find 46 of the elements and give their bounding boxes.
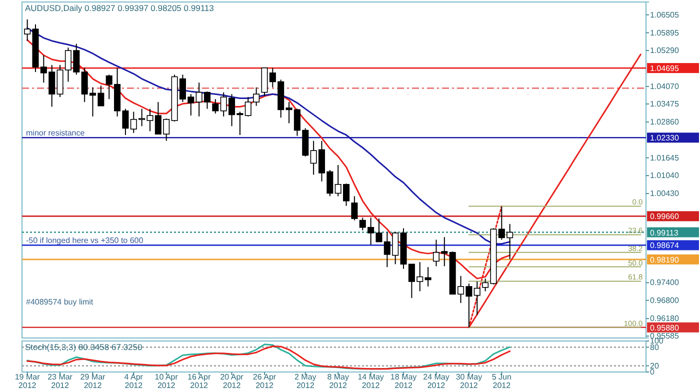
ref-line-label: 0.99113 — [650, 228, 679, 238]
x-tick-label: 23 Mar 2012 — [48, 372, 73, 390]
ref-line-label: 0.98190 — [650, 255, 680, 264]
y-tick-label: 0.96800 — [650, 296, 680, 305]
chart-title: AUDUSD,Daily 0.98927 0.99397 0.98205 0.99113 — [25, 3, 214, 13]
y-tick-label: 1.00430 — [650, 189, 680, 198]
y-tick-label: 1.05895 — [650, 28, 680, 38]
x-tick-label: 16 Apr 2012 — [187, 372, 211, 390]
x-tick-label: 2 May 2012 — [294, 372, 316, 390]
y-tick-label: 0.96180 — [650, 314, 680, 324]
y-tick-label: 1.04070 — [650, 82, 680, 91]
ref-line-label: 1.02330 — [650, 134, 680, 143]
candlestick — [212, 98, 219, 114]
candlestick — [351, 196, 358, 221]
x-tick-label: 24 May 2012 — [423, 372, 450, 390]
candlestick — [474, 281, 480, 316]
annotation: #4089574 buy limit — [26, 297, 94, 306]
y-tick-label: 1.01645 — [650, 153, 680, 162]
x-tick-label: 5 Jun 2012 — [492, 372, 512, 390]
y-tick-label: 1.03475 — [650, 100, 680, 109]
x-tick-label: 26 Apr 2012 — [252, 372, 276, 390]
x-tick-label: 8 May 2012 — [327, 372, 349, 390]
annotation: -50 if longed here vs +350 to 600 — [26, 236, 144, 246]
y-tick-label: 80 — [650, 342, 660, 352]
ref-line-label: 0.99660 — [650, 212, 680, 222]
annotation: minor resistance — [26, 128, 86, 138]
x-tick-label: 19 Mar 2012 — [14, 372, 40, 390]
x-tick-label: 20 Apr 2012 — [220, 372, 244, 390]
y-tick-label: 1.02860 — [650, 118, 680, 127]
x-tick-label: 29 Mar 2012 — [80, 372, 106, 390]
y-tick-label: 0.97400 — [650, 278, 680, 288]
y-tick-label: 20 — [650, 361, 660, 370]
y-tick-label: 1.06505 — [650, 10, 680, 20]
y-tick-label: 0 — [650, 368, 655, 377]
candlestick — [424, 266, 432, 288]
y-tick-label: 1.05290 — [650, 46, 680, 56]
chart-title: Stoch(15,3,3) 80.3458 67.3250 — [25, 342, 142, 352]
ref-line-label: 1.04695 — [650, 64, 680, 74]
x-tick-label: 14 May 2012 — [358, 372, 384, 390]
x-tick-label: 10 Apr 2012 — [154, 372, 178, 390]
ref-line-label: 0.95880 — [650, 323, 680, 332]
x-tick-label: 4 Apr 2012 — [124, 372, 144, 390]
x-tick-label: 30 May 2012 — [456, 372, 482, 390]
y-tick-label: 1.01040 — [650, 171, 680, 180]
x-tick-label: 18 May 2012 — [390, 372, 417, 390]
ref-line-label: 0.98674 — [650, 241, 680, 250]
